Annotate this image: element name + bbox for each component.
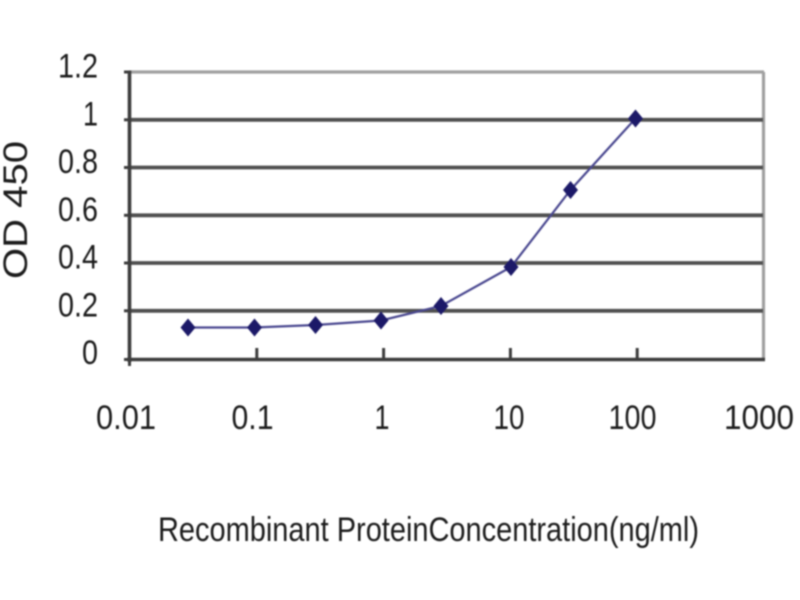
svg-text:1: 1 — [83, 95, 98, 133]
svg-text:1: 1 — [375, 399, 390, 437]
svg-text:100: 100 — [609, 399, 657, 437]
svg-text:1000: 1000 — [724, 399, 794, 437]
svg-text:OD 450: OD 450 — [0, 141, 35, 279]
svg-text:0.8: 0.8 — [58, 143, 98, 181]
svg-text:10: 10 — [494, 399, 525, 437]
svg-text:0: 0 — [82, 334, 98, 372]
svg-text:0.6: 0.6 — [58, 191, 98, 229]
svg-text:0.2: 0.2 — [58, 286, 98, 324]
svg-text:0.4: 0.4 — [58, 239, 98, 277]
svg-text:0.01: 0.01 — [96, 399, 156, 437]
svg-text:0.1: 0.1 — [232, 399, 274, 437]
svg-text:1.2: 1.2 — [58, 48, 98, 86]
svg-text:Recombinant ProteinConcentrati: Recombinant ProteinConcentration(ng/ml) — [158, 511, 699, 549]
